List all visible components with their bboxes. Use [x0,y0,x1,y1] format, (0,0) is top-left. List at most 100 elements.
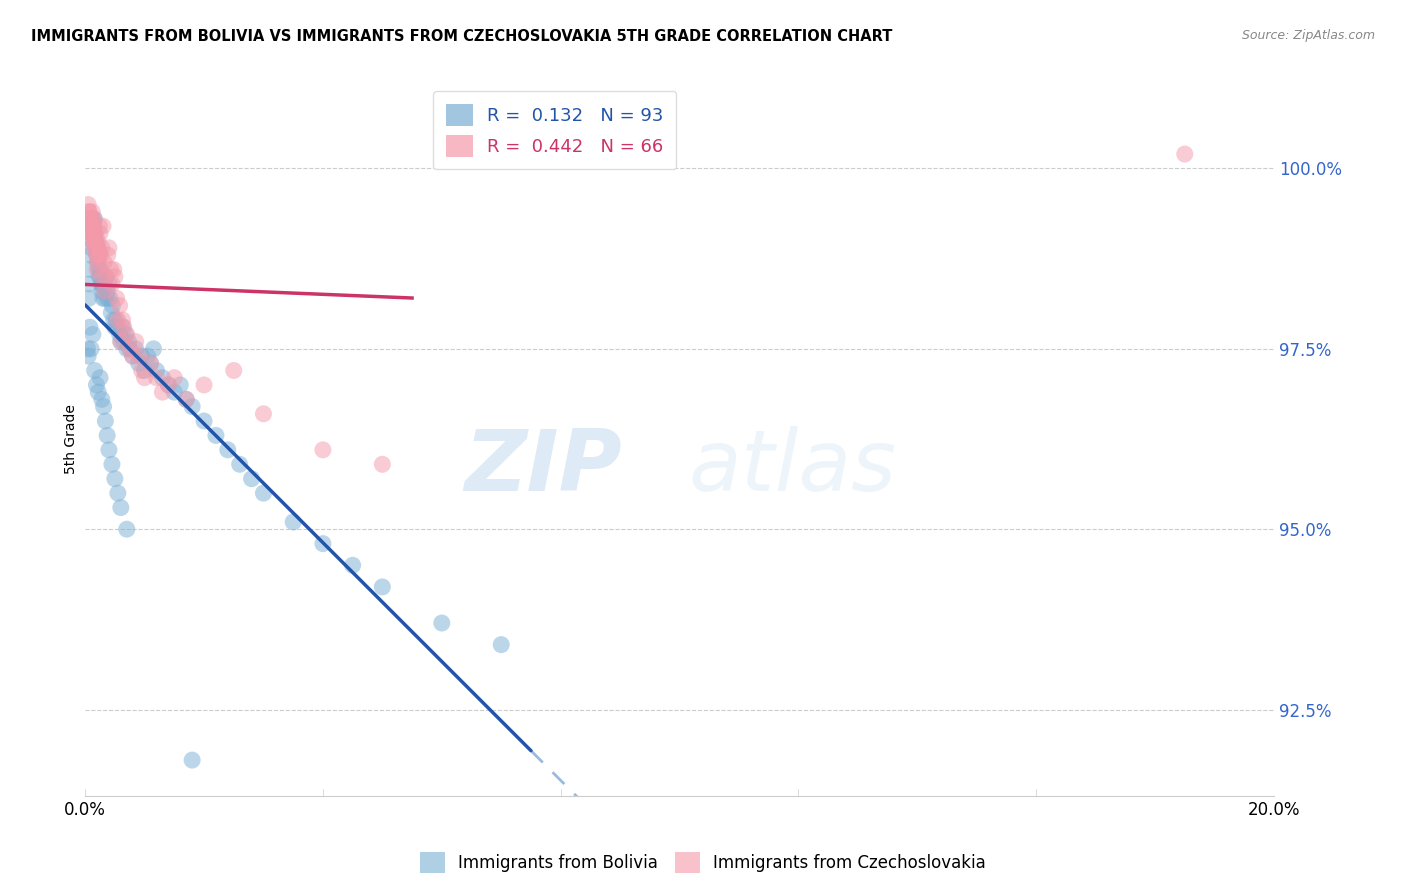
Point [124,342,146,356]
Point [101,277,124,291]
Point [112,334,135,349]
Point [79,277,101,291]
Point [91,277,114,291]
Point [87,241,110,255]
Point [93,284,115,298]
Point [83,234,105,248]
Point [152,385,174,400]
Point [84,241,107,255]
Point [91,219,114,234]
Point [174,392,197,407]
Point [118,342,141,356]
Point [157,378,180,392]
Point [312,442,335,457]
Text: ZIP: ZIP [464,426,621,509]
Point [77,349,100,363]
Text: IMMIGRANTS FROM BOLIVIA VS IMMIGRANTS FROM CZECHOSLOVAKIA 5TH GRADE CORRELATION : IMMIGRANTS FROM BOLIVIA VS IMMIGRANTS FR… [31,29,893,44]
Point [121,349,143,363]
Point [87,262,110,277]
Point [131,363,153,377]
Point [90,248,112,262]
Point [94,291,117,305]
Point [84,227,107,241]
Point [112,320,135,334]
Point [80,241,103,255]
Point [100,306,122,320]
Point [84,234,107,248]
Point [252,486,274,500]
Point [89,227,111,241]
Point [82,327,104,342]
Point [89,262,111,277]
Point [79,248,101,262]
Point [252,407,274,421]
Point [101,457,124,471]
Point [80,234,103,248]
Point [107,486,129,500]
Point [86,241,108,255]
Y-axis label: 5th Grade: 5th Grade [65,404,79,474]
Point [82,204,104,219]
Point [83,211,105,226]
Point [181,400,204,414]
Point [152,370,174,384]
Point [145,370,167,384]
Point [136,349,159,363]
Point [108,299,131,313]
Point [117,334,139,349]
Point [89,269,111,284]
Point [79,211,101,226]
Point [93,255,115,269]
Point [128,349,150,363]
Point [90,284,112,298]
Point [87,385,110,400]
Point [98,291,121,305]
Point [79,227,101,241]
Point [90,269,112,284]
Point [104,472,127,486]
Point [77,204,100,219]
Point [80,211,103,226]
Point [89,248,111,262]
Point [97,241,120,255]
Point [90,392,112,407]
Point [131,349,153,363]
Point [82,219,104,234]
Point [82,219,104,234]
Point [97,291,120,305]
Point [181,753,204,767]
Point [105,291,128,305]
Point [228,457,250,471]
Point [97,442,120,457]
Point [145,363,167,377]
Point [222,363,245,377]
Point [83,219,105,234]
Point [91,291,114,305]
Point [80,342,103,356]
Point [371,580,394,594]
Point [371,457,394,471]
Point [89,370,111,384]
Point [342,558,364,573]
Point [139,356,162,370]
Point [82,211,104,226]
Point [312,536,335,550]
Point [128,356,150,370]
Point [80,227,103,241]
Text: atlas: atlas [689,426,897,509]
Point [77,291,100,305]
Point [193,378,215,392]
Point [163,370,186,384]
Point [104,320,127,334]
Point [94,284,117,298]
Legend: R =  0.132   N = 93, R =  0.442   N = 66: R = 0.132 N = 93, R = 0.442 N = 66 [433,91,676,169]
Point [79,262,101,277]
Point [76,211,98,226]
Point [489,638,512,652]
Point [79,320,101,334]
Point [79,204,101,219]
Point [107,313,129,327]
Point [193,414,215,428]
Point [115,522,138,536]
Point [124,334,146,349]
